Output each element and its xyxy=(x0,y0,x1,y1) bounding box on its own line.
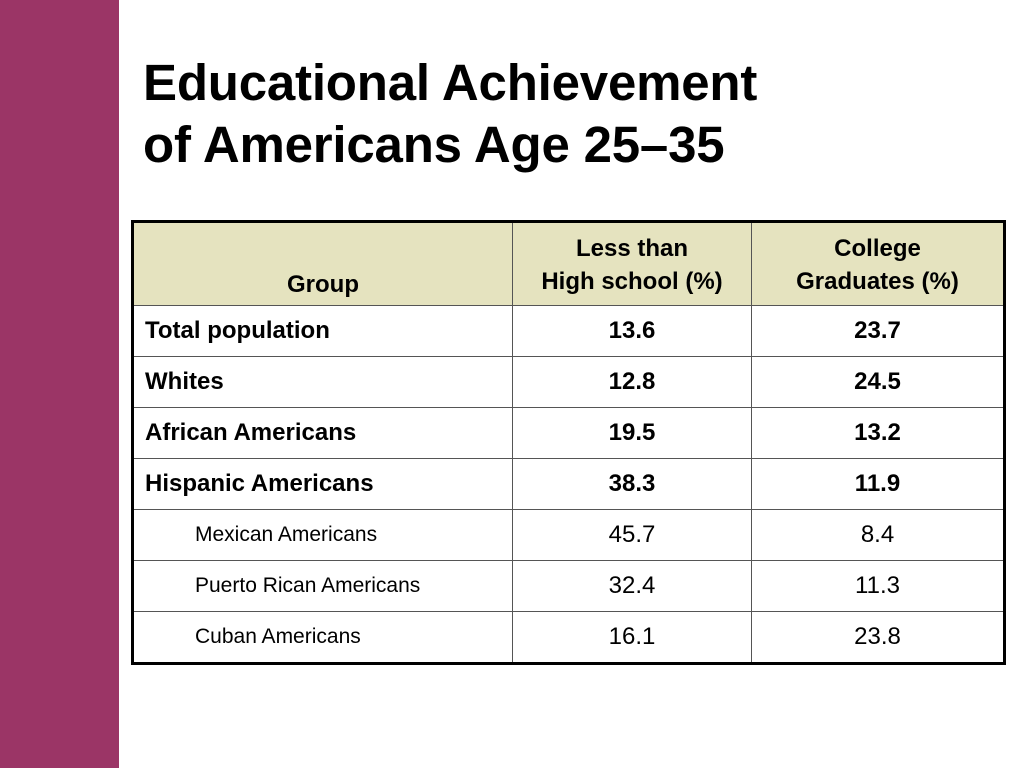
table-row: Total population 13.6 23.7 xyxy=(132,305,1005,357)
table-header-row: Group Less than High school (%) College … xyxy=(132,221,1005,306)
less-hs-cell: 12.8 xyxy=(512,356,752,408)
header-college-graduates: College Graduates (%) xyxy=(751,221,1005,306)
header-group-label: Group xyxy=(287,271,359,298)
header-less-hs-line-1: Less than xyxy=(575,235,689,262)
college-cell: 23.7 xyxy=(751,305,1005,357)
college-cell: 11.9 xyxy=(751,458,1005,510)
header-less-than-high-school: Less than High school (%) xyxy=(512,221,752,306)
table-row: Hispanic Americans 38.3 11.9 xyxy=(132,458,1005,510)
slide-title-line-2: of Americans Age 25–35 xyxy=(143,116,725,173)
group-cell: Hispanic Americans xyxy=(132,458,513,510)
table-subrow: Cuban Americans 16.1 23.8 xyxy=(132,611,1005,664)
college-cell: 8.4 xyxy=(751,509,1005,561)
group-cell: Whites xyxy=(132,356,513,408)
slide-title-line-1: Educational Achievement xyxy=(143,54,758,111)
header-college-line-2: Graduates (%) xyxy=(796,268,959,295)
header-group: Group xyxy=(132,221,513,306)
header-less-hs-line-2: High school (%) xyxy=(541,268,723,295)
table-row: Whites 12.8 24.5 xyxy=(132,356,1005,408)
less-hs-cell: 45.7 xyxy=(512,509,752,561)
less-hs-cell: 38.3 xyxy=(512,458,752,510)
subgroup-cell: Mexican Americans xyxy=(132,509,513,561)
table-subrow: Puerto Rican Americans 32.4 11.3 xyxy=(132,560,1005,612)
sidebar-accent-bar xyxy=(0,0,119,768)
less-hs-cell: 16.1 xyxy=(512,611,752,664)
college-cell: 13.2 xyxy=(751,407,1005,459)
group-cell: African Americans xyxy=(132,407,513,459)
college-cell: 23.8 xyxy=(751,611,1005,664)
education-table: Group Less than High school (%) College … xyxy=(131,220,1006,665)
college-cell: 11.3 xyxy=(751,560,1005,612)
less-hs-cell: 19.5 xyxy=(512,407,752,459)
subgroup-cell: Puerto Rican Americans xyxy=(132,560,513,612)
table-row: African Americans 19.5 13.2 xyxy=(132,407,1005,459)
less-hs-cell: 13.6 xyxy=(512,305,752,357)
group-cell: Total population xyxy=(132,305,513,357)
less-hs-cell: 32.4 xyxy=(512,560,752,612)
header-college-line-1: College xyxy=(834,235,921,262)
slide-title: Educational Achievement of Americans Age… xyxy=(143,52,1003,176)
subgroup-cell: Cuban Americans xyxy=(132,611,513,664)
college-cell: 24.5 xyxy=(751,356,1005,408)
table-subrow: Mexican Americans 45.7 8.4 xyxy=(132,509,1005,561)
